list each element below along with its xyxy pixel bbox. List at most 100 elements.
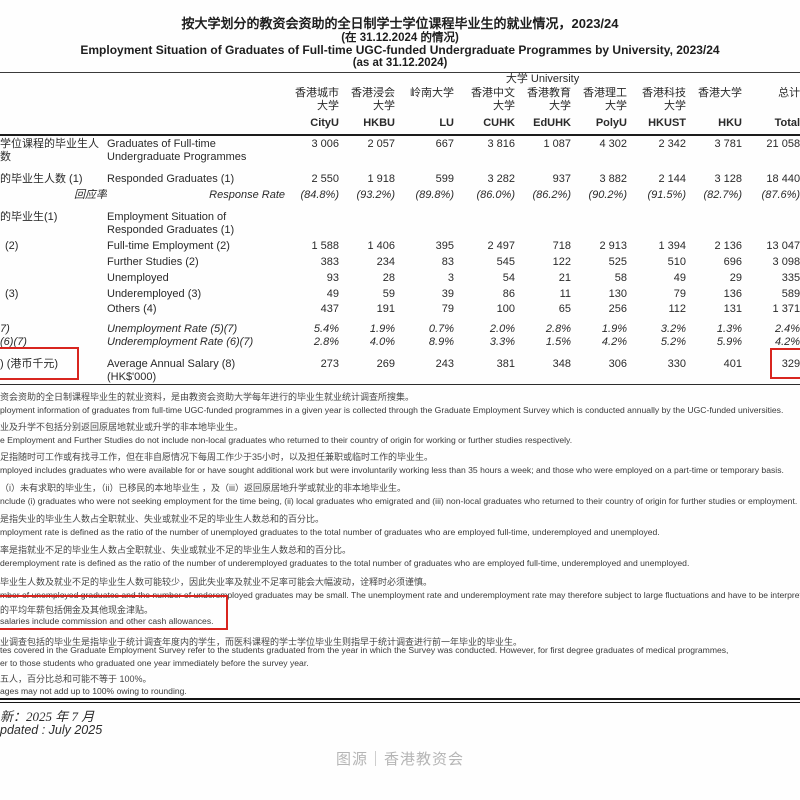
value-cell: 1.9%: [601, 323, 627, 335]
value-cell: (82.7%): [703, 189, 742, 201]
value-cell: 510: [667, 256, 686, 268]
footnote-line: mployment rate is defined as the ratio o…: [0, 527, 660, 537]
column-header-abbr: PolyU: [571, 117, 627, 136]
value-cell: [515, 211, 571, 240]
row-label-en: Further Studies (2): [107, 256, 199, 268]
table-row: (2) Full-time Employment (2) 1 588 1 406 395…: [0, 240, 800, 256]
value-cell: 525: [608, 256, 627, 268]
value-cell: 3: [447, 272, 454, 284]
value-cell: 667: [435, 138, 454, 150]
column-header-abbr: CityU: [285, 117, 339, 136]
row-label-en: Underemployment Rate (6)(7): [107, 336, 254, 348]
value-cell: 1.5%: [545, 336, 571, 348]
value-cell: 122: [552, 256, 571, 268]
image-source-caption: 图源｜香港教资会: [335, 751, 464, 768]
footnote-line: （i）未有求职的毕业生，（ii）已移民的本地毕业生 ，及（iii）返回原居地升学…: [0, 483, 407, 493]
value-cell: 5.2%: [660, 336, 686, 348]
row-label-en: Others (4): [107, 303, 157, 315]
value-cell: 5.4%: [313, 323, 339, 335]
last-updated-en: pdated : July 2025: [0, 723, 103, 737]
value-cell: 1 394: [658, 240, 686, 252]
footnote-line: 率是指就业不足的毕业生人数占全职就业、失业或就业不足的毕业生人数总和的百分比。: [0, 545, 352, 555]
column-header-abbr: EdUHK: [515, 117, 571, 136]
value-cell: 13 047: [766, 240, 800, 252]
value-cell: 1 918: [367, 173, 395, 185]
table-row: 回应率 Response Rate (84.8%) (93.2%) (89.8%) (86…: [0, 189, 800, 211]
column-header-university: 香港城市 大学: [295, 87, 339, 112]
value-cell: 4.0%: [369, 336, 395, 348]
value-cell: 28: [382, 272, 395, 284]
row-label-zh: (3): [5, 288, 19, 300]
footnote-line: er to those students who graduated one y…: [0, 658, 309, 668]
value-cell: 93: [326, 272, 339, 284]
row-label-en: Unemployed: [107, 272, 169, 284]
value-cell: 4 302: [599, 138, 627, 150]
value-cell: (91.5%): [647, 189, 686, 201]
row-label-en: Employment Situation of Responded Graduat…: [107, 211, 235, 236]
value-cell: 49: [326, 288, 339, 300]
table-row: Others (4) 437 191 79 100 65 256 112 131 1 371: [0, 303, 800, 320]
value-cell: 112: [668, 303, 686, 315]
row-label-zh: 学位课程的毕业生人数: [0, 138, 99, 163]
row-label-en: Graduates of Full-time Undergraduate Prog…: [107, 138, 247, 163]
value-cell: [285, 211, 339, 240]
header-spacer: [107, 87, 285, 117]
header-spacer: [0, 87, 107, 117]
value-cell: 2 342: [658, 138, 686, 150]
footnote-line: nclude (i) graduates who were not seekin…: [0, 496, 798, 506]
footnote-line: 毕业生人数及就业不足的毕业生人数可能较少，因此失业率及就业不足率可能会大幅波动，…: [0, 577, 433, 587]
value-cell: 21 058: [766, 138, 800, 150]
footnote-line: deremployment rate is defined as the rat…: [0, 558, 690, 568]
table-row: 学位课程的毕业生人数 Graduates of Full-time Undergra…: [0, 135, 800, 173]
value-cell: 1.3%: [716, 323, 742, 335]
table-row: (3) Underemployed (3) 49 59 39 86 11 130 79 136 58…: [0, 288, 800, 303]
value-cell: [395, 211, 454, 240]
footnote-line: 足指随时可工作或有找寻工作，但在非自愿情况下每周工作少于35小时，以及担任兼职或…: [0, 452, 434, 462]
row-label-en: Response Rate: [209, 189, 285, 201]
title-zh-sub: (在 31.12.2024 的情况): [341, 32, 459, 44]
table-row: 的毕业生人数 (1) Responded Graduates (1) 2 550 1 …: [0, 173, 800, 189]
table-row: Unemployed 93 28 3 54 21 58 49 29 335: [0, 272, 800, 288]
value-cell: 2 913: [599, 240, 627, 252]
highlight-box-salary-total: [770, 348, 800, 379]
column-header-university: 香港浸会 大学: [351, 87, 395, 112]
value-cell: 59: [382, 288, 395, 300]
value-cell: [686, 211, 742, 240]
column-header-abbr: HKBU: [339, 117, 395, 136]
value-cell: 2.8%: [545, 323, 571, 335]
value-cell: 131: [723, 303, 742, 315]
last-updated-zh: 新：2025 年 7 月: [0, 709, 95, 724]
footnote-line: 五人，百分比总和可能不等于 100%。: [0, 674, 152, 684]
row-label-zh: [0, 256, 107, 272]
value-cell: 330: [627, 352, 686, 385]
row-label-en: Average Annual Salary (8) (HK$'000): [107, 352, 285, 385]
row-label-zh: 7): [0, 323, 10, 335]
value-cell: 696: [723, 256, 742, 268]
header-spacer: [0, 73, 285, 88]
value-cell: 191: [376, 303, 395, 315]
footnote-line: mployed includes graduates who were avai…: [0, 465, 784, 475]
row-label-zh: 的毕业生(1): [0, 211, 58, 223]
value-cell: [454, 211, 515, 240]
row-label-zh: 的毕业生人数 (1): [0, 173, 83, 185]
value-cell: (84.8%): [300, 189, 339, 201]
row-label-en: Unemployment Rate (5)(7): [107, 323, 238, 335]
value-cell: 545: [496, 256, 515, 268]
header-spacer: [0, 117, 107, 136]
footnote-line: mber of unemployed graduates and the num…: [0, 590, 800, 600]
value-cell: 718: [552, 240, 571, 252]
value-cell: 29: [729, 272, 742, 284]
value-cell: 3 816: [487, 138, 515, 150]
value-cell: 39: [441, 288, 454, 300]
value-cell: 136: [723, 288, 742, 300]
row-label-zh: (2): [5, 240, 19, 252]
column-header-university: 总计: [778, 87, 800, 99]
column-header-abbr: CUHK: [454, 117, 515, 136]
column-header-university: 香港理工 大学: [583, 87, 627, 112]
value-cell: 4.2%: [775, 336, 800, 348]
row-label-zh: (6)(7): [0, 336, 27, 348]
value-cell: 243: [395, 352, 454, 385]
double-rule: [0, 698, 800, 703]
row-label-zh: [0, 303, 107, 320]
